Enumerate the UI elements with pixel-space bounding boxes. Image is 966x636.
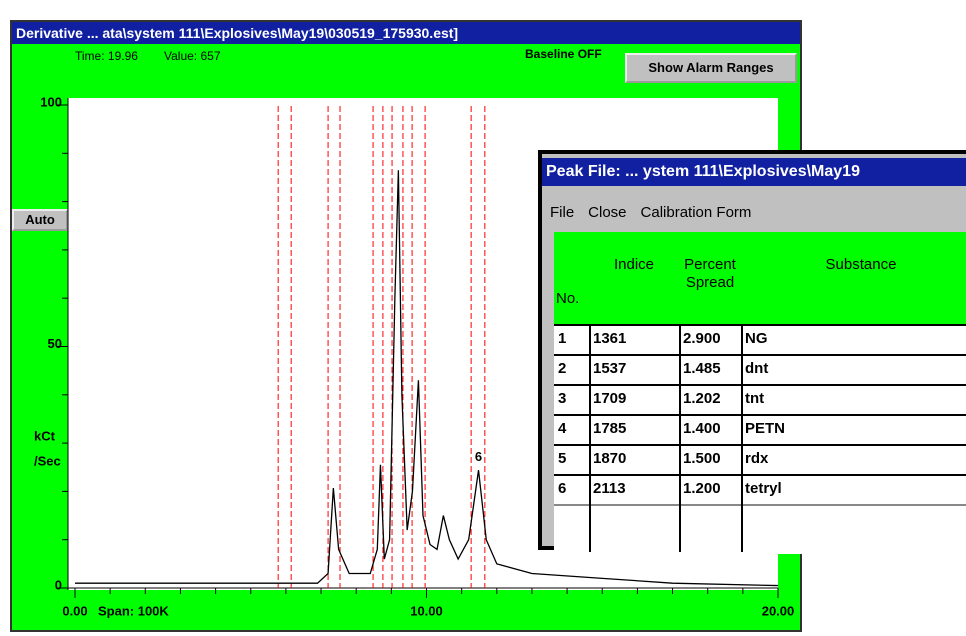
y-tick-label: 50 <box>48 336 62 351</box>
table-cell: 1.500 <box>683 450 721 467</box>
menu-item[interactable]: File <box>550 204 575 221</box>
column-header: Indice <box>613 256 655 273</box>
table-cell: tnt <box>745 390 765 407</box>
table-cell: 1361 <box>593 330 627 347</box>
table-cell: 5 <box>558 450 567 467</box>
table-cell: 6 <box>558 480 567 497</box>
alarm-button[interactable]: Show Alarm Ranges <box>625 53 797 83</box>
y-tick-label: 100 <box>40 94 62 109</box>
table-cell: 1 <box>558 330 567 347</box>
row-line <box>554 354 966 356</box>
table-cell: 1870 <box>593 450 627 467</box>
menu-item[interactable]: Calibration Form <box>640 204 752 221</box>
column-line <box>589 324 591 552</box>
table-cell: 1.400 <box>683 420 721 437</box>
table-cell: rdx <box>745 450 769 467</box>
row-line <box>554 324 966 326</box>
table-cell: 1.200 <box>683 480 721 497</box>
peak-window: Peak File: ... ystem 111\Explosives\May1… <box>538 150 966 554</box>
table-cell: 3 <box>558 390 567 407</box>
trace <box>75 170 779 587</box>
table-cell: 4 <box>558 420 567 437</box>
peak-table: No. Indice Percent Spread Substance 1 1361 2.9… <box>554 232 966 554</box>
window-title: Derivative ... ata\system 111\Explosives… <box>12 22 800 44</box>
table-body <box>554 324 966 554</box>
row-line <box>554 474 966 476</box>
menu-bar: File Close Calibration Form <box>550 204 966 222</box>
table-cell: 1537 <box>593 360 627 377</box>
table-cell: PETN <box>745 420 786 437</box>
x-tick-label: 0.00 <box>62 603 87 618</box>
column-line <box>741 324 743 552</box>
x-tick-label: 20.00 <box>762 603 795 618</box>
x-tick-label: 10.00 <box>410 603 443 618</box>
span-label: Span: 100K <box>98 603 169 618</box>
y-axis-label: kCt <box>34 428 56 443</box>
auto-button[interactable]: Auto <box>12 209 68 231</box>
row-line <box>554 384 966 386</box>
column-header: Percent Spread <box>684 256 736 291</box>
y-tick-label: 0 <box>55 577 62 592</box>
table-cell: 2 <box>558 360 567 377</box>
value-label: Value: 657 <box>164 49 221 63</box>
table-cell: dnt <box>745 360 769 377</box>
column-header: Substance <box>825 256 897 273</box>
menu-item[interactable]: Close <box>588 204 627 221</box>
table-cell: 1785 <box>593 420 627 437</box>
baseline-status: Baseline OFF <box>525 47 602 61</box>
row-line <box>554 444 966 446</box>
row-line <box>554 414 966 416</box>
row-line <box>554 504 966 506</box>
peak-title: Peak File: ... ystem 111\Explosives\May1… <box>542 158 966 186</box>
table-cell: 1709 <box>593 390 627 407</box>
table-cell: 2.900 <box>683 330 721 347</box>
table-cell: 1.202 <box>683 390 721 407</box>
column-line <box>679 324 681 552</box>
table-cell: tetryl <box>745 480 782 497</box>
table-cell: 2113 <box>593 480 626 497</box>
time-label: Time: 19.96 <box>75 49 138 63</box>
y-axis-label: /Sec <box>34 453 61 468</box>
column-header: No. <box>556 290 580 307</box>
table-cell: NG <box>745 330 768 347</box>
peak-annotation: 6 <box>475 449 482 464</box>
table-cell: 1.485 <box>683 360 721 377</box>
